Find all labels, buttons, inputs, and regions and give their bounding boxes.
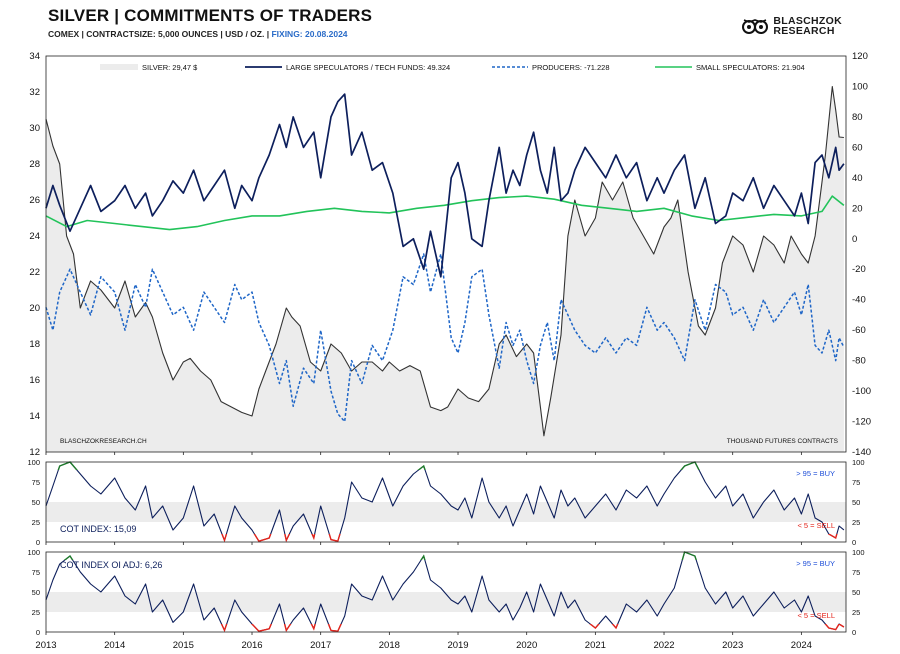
cot-index-right-tick-label: 50 [852,498,860,507]
cot-index-oi-adj-buy-zone-line [63,551,697,560]
right-axis-tick-label: 40 [852,173,863,184]
left-axis-tick-label: 22 [29,267,40,278]
cot-index-buy-zone-line [57,461,700,470]
x-axis-tick-label: 2023 [722,640,743,651]
legend-silver-label: SILVER: 29,47 $ [142,63,198,72]
small-speculators-line [45,195,845,231]
x-axis-tick-label: 2020 [516,640,537,651]
right-axis-tick-label: 100 [852,81,868,92]
right-axis-tick-label: -20 [852,264,866,275]
logo: BLASCHZOK RESEARCH [742,16,842,36]
main-panel-frame [45,55,847,453]
cot-index-right-tick-label: 25 [852,518,860,527]
contract-info: COMEX | CONTRACTSIZE: 5,000 OUNCES | USD… [48,29,270,39]
source-label: BLASCHZOKRESEARCH.CH [60,438,147,445]
cot-index-oi-adj-left-tick-label: 75 [32,568,40,577]
right-axis-tick-label: -60 [852,325,866,336]
right-axis-tick-label: -120 [852,417,871,428]
cot-index-sell-zone-line [221,534,838,543]
legend-producers-label: PRODUCERS: -71.228 [532,63,610,72]
left-axis-tick-label: 26 [29,195,40,206]
cot-index-left-tick-label: 25 [32,518,40,527]
cot-index-oi-adj-sell-label: < 5 = SELL [797,611,835,620]
left-axis-tick-label: 34 [29,51,40,62]
right-axis-tick-label: 80 [852,112,863,123]
cot-index-left-tick-label: 50 [32,498,40,507]
cot-index-oi-adj-buy-label: > 95 = BUY [796,559,835,568]
legend-small-specs-label: SMALL SPECULATORS: 21.904 [696,63,805,72]
right-axis-tick-label: -100 [852,386,871,397]
x-axis-tick-label: 2022 [653,640,674,651]
cot-index-frame [45,461,847,543]
left-axis-tick-label: 14 [29,411,40,422]
right-axis-tick-label: 120 [852,51,868,62]
cot-index-left-tick-label: 75 [32,478,40,487]
right-axis-tick-label: -80 [852,356,866,367]
page-title: SILVER | COMMITMENTS OF TRADERS [48,6,373,25]
cot-index-neutral-band [46,502,846,522]
left-axis-tick-label: 18 [29,339,40,350]
cot-index-line [45,461,845,542]
legend-large-specs-label: LARGE SPECULATORS / TECH FUNDS: 49.324 [286,63,450,72]
cot-index-oi-adj-right-tick-label: 50 [852,588,860,597]
cot-index-right-tick-label: 100 [852,458,865,467]
cot-index-value-label: COT INDEX: 15,09 [60,524,136,534]
page-subtitle: COMEX | CONTRACTSIZE: 5,000 OUNCES | USD… [48,29,348,39]
right-axis-tick-label: 60 [852,142,863,153]
right-axis-tick-label: -40 [852,295,866,306]
cot-index-left-tick-label: 100 [27,458,40,467]
left-axis-tick-label: 12 [29,447,40,458]
cot-index-oi-adj-frame [45,551,847,633]
right-axis-tick-label: -140 [852,447,871,458]
large-speculators-line [45,93,845,278]
producers-line [45,253,845,423]
cot-index-oi-adj-left-tick-label: 25 [32,608,40,617]
cot-index-buy-label: > 95 = BUY [796,469,835,478]
cot-index-oi-adj-value-label: COT INDEX OI ADJ: 6,26 [60,560,162,570]
cot-index-left-tick-label: 0 [36,538,40,547]
silver-price-line [45,86,844,437]
cot-index-oi-adj-sell-zone-line [220,624,845,633]
cot-index-oi-adj-right-tick-label: 100 [852,548,865,557]
left-axis-tick-label: 16 [29,375,40,386]
x-axis-tick-label: 2024 [791,640,812,651]
cot-index-oi-adj-left-tick-label: 100 [27,548,40,557]
left-axis-tick-label: 24 [29,231,40,242]
logo-line-1: BLASCHZOK [773,15,842,27]
cot-index-oi-adj-left-tick-label: 0 [36,628,40,637]
x-axis-tick-label: 2016 [241,640,262,651]
owl-logo-icon [742,19,769,34]
cot-index-oi-adj-neutral-band [46,592,846,612]
x-axis-tick-label: 2019 [447,640,468,651]
left-axis-tick-label: 20 [29,303,40,314]
right-axis-tick-label: 0 [852,234,857,245]
cot-index-right-tick-label: 75 [852,478,860,487]
right-axis-tick-label: 20 [852,203,863,214]
x-axis-tick-label: 2014 [104,640,125,651]
cot-index-oi-adj-right-tick-label: 25 [852,608,860,617]
logo-line-2: RESEARCH [773,25,835,37]
silver-area [46,86,844,452]
x-axis-tick-label: 2018 [379,640,400,651]
x-axis-tick-label: 2015 [173,640,194,651]
left-axis-tick-label: 32 [29,87,40,98]
legend-silver-swatch [100,64,138,70]
cot-index-right-tick-label: 0 [852,538,856,547]
fixing-date: FIXING: 20.08.2024 [271,29,348,39]
cot-index-oi-adj-right-tick-label: 75 [852,568,860,577]
x-axis-tick-label: 2017 [310,640,331,651]
cot-index-oi-adj-left-tick-label: 50 [32,588,40,597]
left-axis-tick-label: 28 [29,159,40,170]
x-axis-tick-label: 2021 [585,640,606,651]
cot-index-oi-adj-line [45,551,845,632]
cot-index-sell-label: < 5 = SELL [797,521,835,530]
x-axis-tick-label: 2013 [35,640,56,651]
units-label: THOUSAND FUTURES CONTRACTS [727,438,839,445]
cot-index-oi-adj-right-tick-label: 0 [852,628,856,637]
left-axis-tick-label: 30 [29,123,40,134]
